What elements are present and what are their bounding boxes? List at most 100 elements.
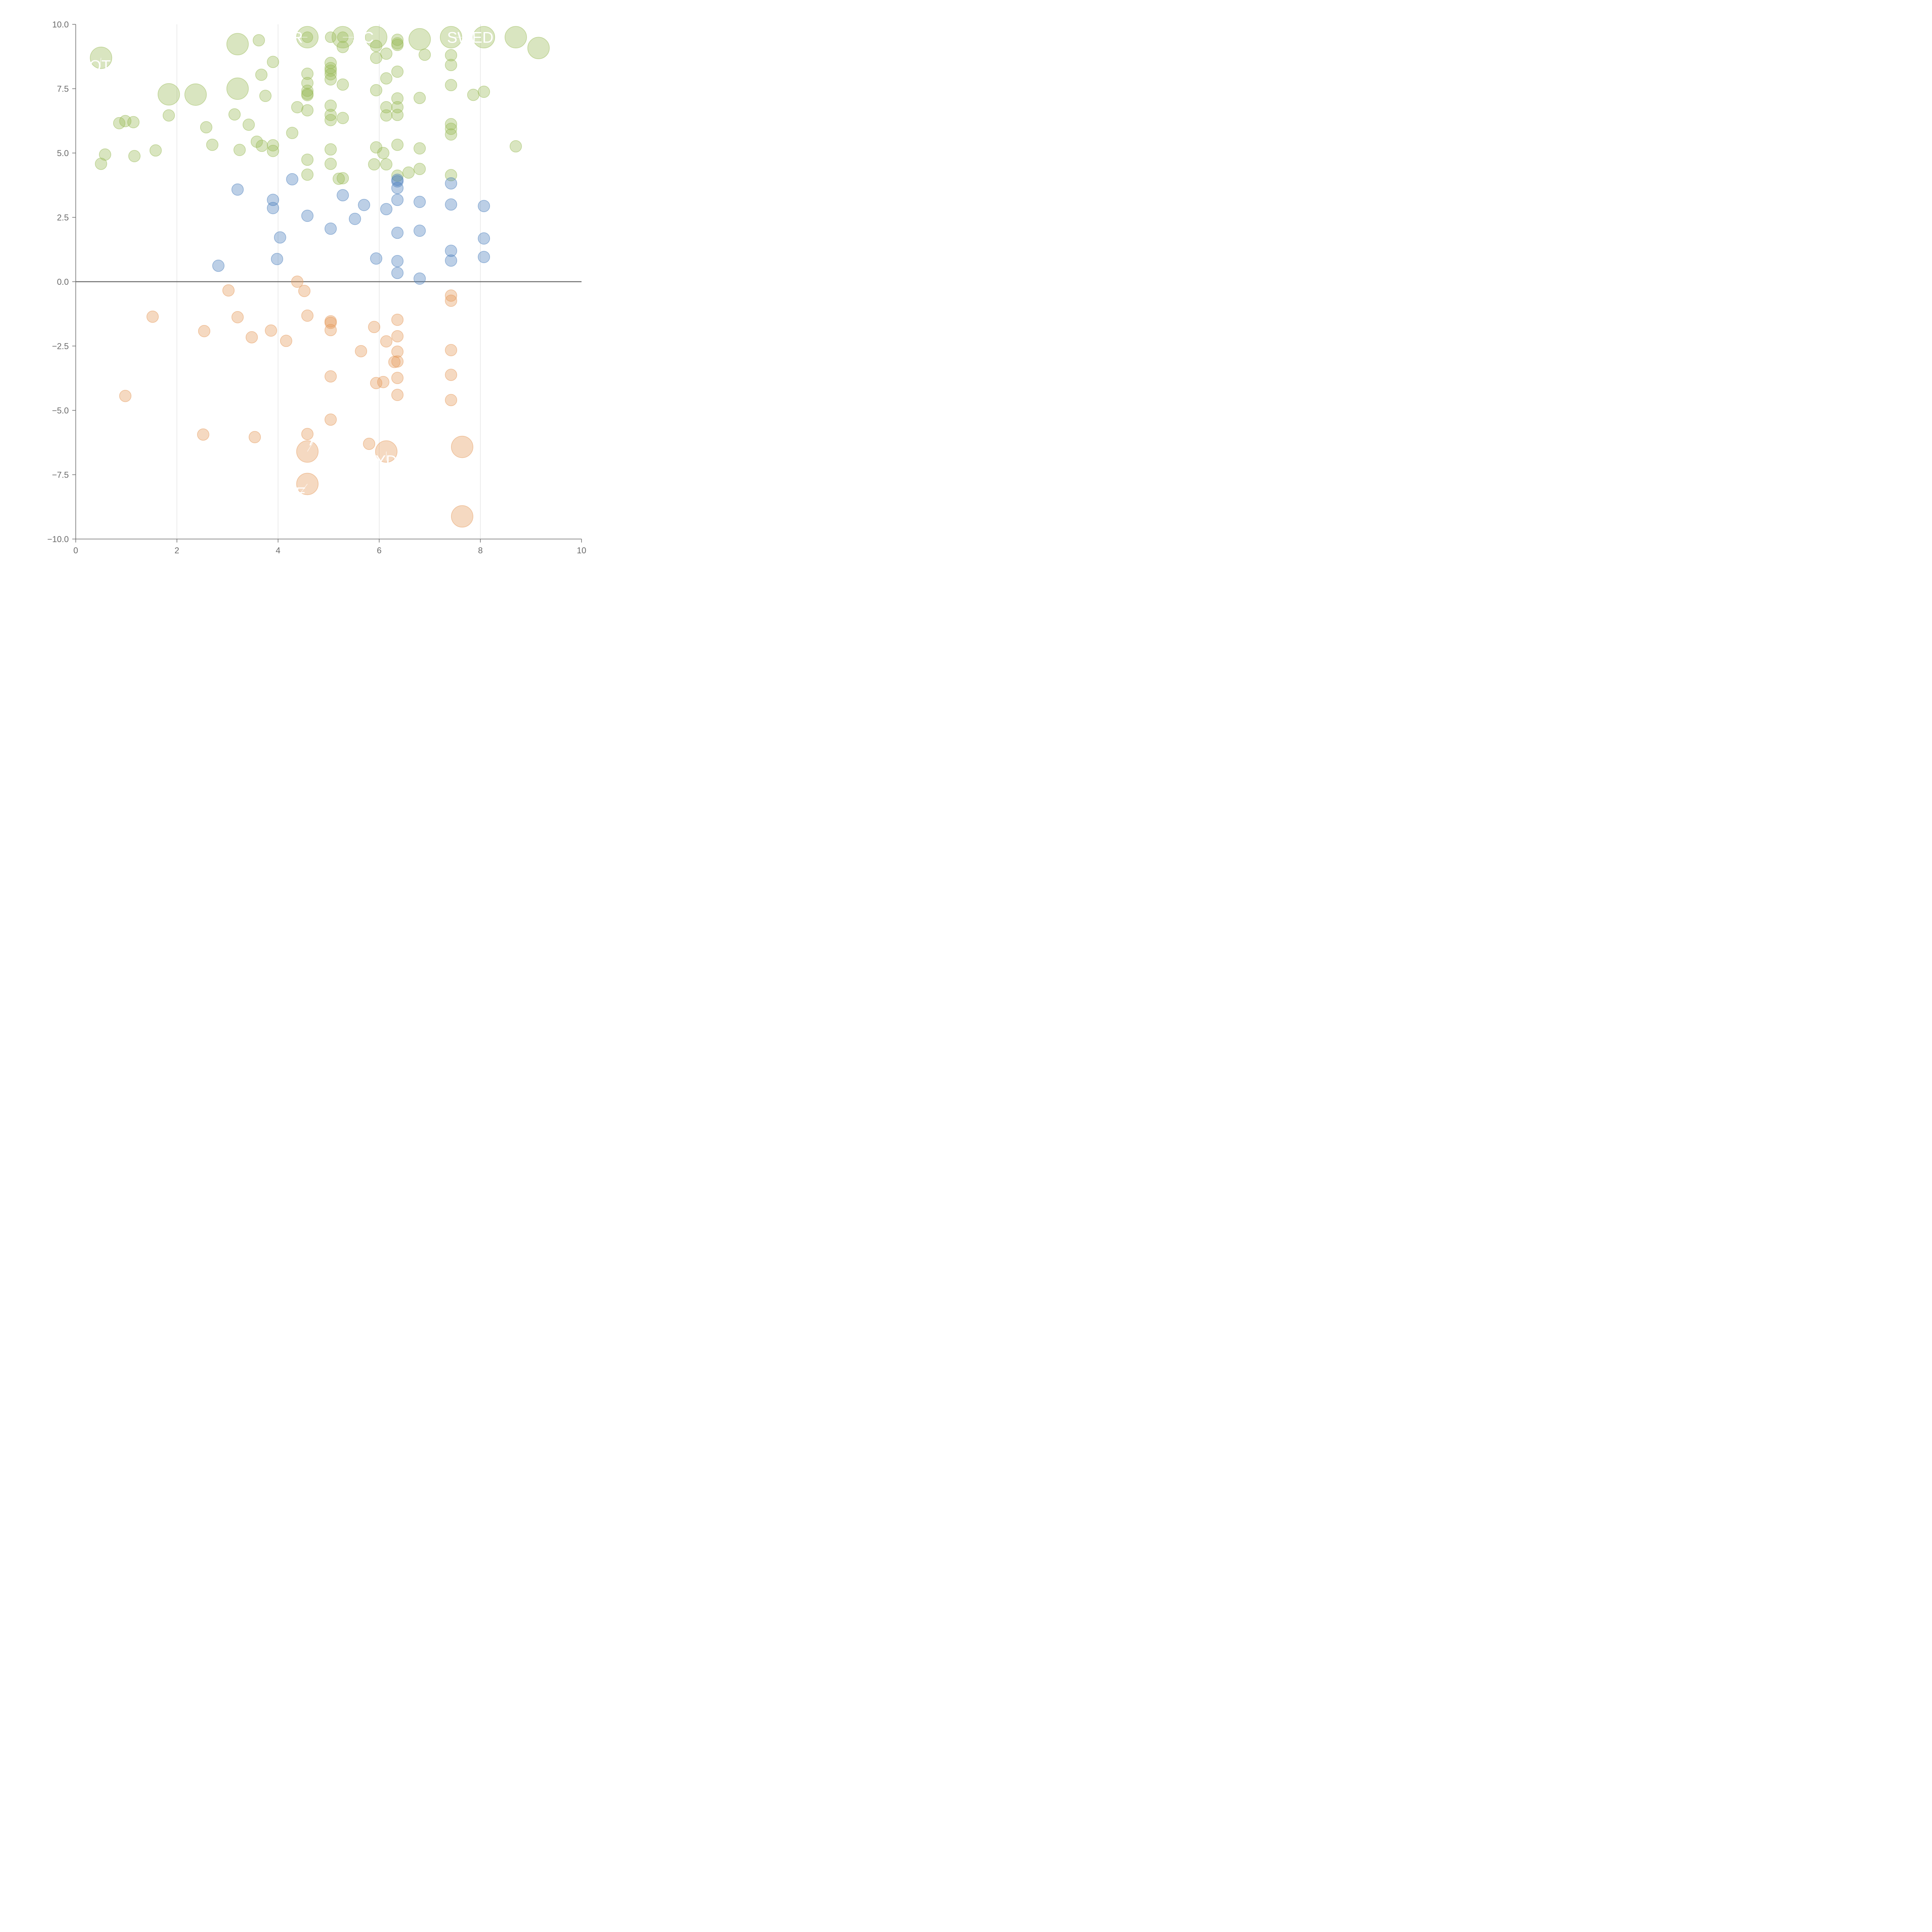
y-tick-label: −2.5	[52, 342, 69, 351]
green-point	[445, 128, 457, 141]
blue-point	[337, 189, 349, 201]
green-point	[291, 101, 304, 114]
blue-point	[391, 175, 404, 188]
green-point	[324, 158, 337, 170]
blue-point	[413, 272, 426, 285]
green-point	[478, 85, 490, 98]
green-point	[473, 26, 495, 49]
blue-point	[445, 245, 457, 257]
orange-point	[445, 294, 457, 307]
green-point	[368, 158, 381, 171]
green-point	[324, 109, 337, 121]
blue-point	[445, 198, 457, 211]
orange-point	[231, 311, 244, 323]
orange-point	[391, 330, 404, 342]
green-point	[391, 92, 404, 105]
blue-point	[231, 183, 244, 196]
orange-point	[445, 394, 457, 406]
orange-point	[377, 376, 389, 388]
green-point	[408, 28, 431, 51]
green-point	[391, 109, 404, 121]
green-point	[467, 88, 480, 101]
orange-point	[368, 321, 381, 333]
green-point	[337, 172, 349, 185]
green-point	[413, 142, 426, 155]
orange-point	[298, 285, 311, 297]
x-tick-label: 4	[276, 546, 280, 555]
green-point	[445, 59, 457, 71]
orange-point	[391, 389, 404, 401]
green-point	[184, 83, 207, 106]
orange-point	[451, 505, 473, 528]
orange-point	[324, 324, 337, 336]
orange-point	[291, 276, 304, 288]
blue-point	[445, 177, 457, 190]
green-point	[325, 31, 337, 43]
y-tick-label: 7.5	[57, 84, 69, 94]
green-point	[337, 112, 349, 124]
orange-point	[391, 313, 404, 326]
label-leader-line	[307, 440, 315, 452]
y-tick-label: 0.0	[57, 277, 69, 287]
point-label: ER	[281, 29, 303, 46]
green-point	[332, 172, 345, 185]
label-leader-line	[100, 58, 102, 66]
orange-point	[280, 335, 293, 347]
blue-point	[478, 251, 490, 263]
green-point	[445, 118, 457, 131]
blue-point	[391, 267, 404, 279]
green-point	[413, 163, 426, 175]
orange-point	[391, 345, 404, 358]
green-point	[380, 48, 393, 60]
orange-point	[197, 428, 209, 441]
green-point	[250, 135, 263, 148]
green-point	[253, 34, 265, 47]
blue-point	[271, 253, 283, 265]
green-point	[324, 65, 337, 77]
orange-point	[119, 389, 132, 402]
blue-point	[478, 232, 490, 245]
blue-point	[391, 226, 404, 239]
green-point	[324, 73, 337, 86]
green-point	[259, 90, 272, 102]
x-tick-label: 6	[377, 546, 381, 555]
orange-point	[146, 310, 159, 323]
blue-point	[286, 173, 299, 185]
green-point	[255, 68, 268, 81]
point-label: E	[296, 485, 306, 502]
green-point	[301, 68, 314, 80]
green-point	[158, 83, 180, 105]
green-point	[418, 48, 431, 61]
chart-canvas: 0 2 4 6 8 10 10.0 7.5 5.0 2.5 0.0 −2.5 −5.0 −7.5 −10.0…	[47, 20, 586, 555]
blue-point	[349, 213, 361, 225]
orange-point	[265, 324, 277, 337]
orange-point	[222, 284, 235, 297]
blue-point	[267, 202, 279, 214]
green-point	[380, 158, 393, 171]
green-point	[505, 26, 527, 49]
green-point	[324, 114, 337, 126]
blue-point	[413, 224, 426, 237]
blue-point	[391, 255, 404, 267]
point-label: SC	[352, 29, 374, 46]
axes: 0 2 4 6 8 10 10.0 7.5 5.0 2.5 0.0 −2.5 −5.0 −7.5 −10.0	[47, 20, 586, 555]
orange-point	[324, 413, 337, 426]
green-point	[445, 79, 457, 91]
orange-point	[388, 356, 401, 368]
green-point	[324, 99, 337, 112]
green-point	[301, 168, 314, 181]
orange-point	[198, 325, 211, 337]
orange-point	[301, 428, 314, 440]
blue-point	[370, 252, 383, 265]
y-tick-label: 5.0	[57, 148, 69, 158]
green-point	[413, 92, 426, 104]
green-point	[226, 33, 249, 56]
green-point	[391, 138, 404, 151]
orange-point	[248, 431, 261, 444]
green-point	[324, 143, 337, 156]
green-point	[301, 104, 314, 117]
orange-point	[445, 369, 457, 381]
point-label: OT	[89, 58, 111, 75]
orange-point	[355, 345, 367, 357]
blue-point	[324, 223, 337, 235]
